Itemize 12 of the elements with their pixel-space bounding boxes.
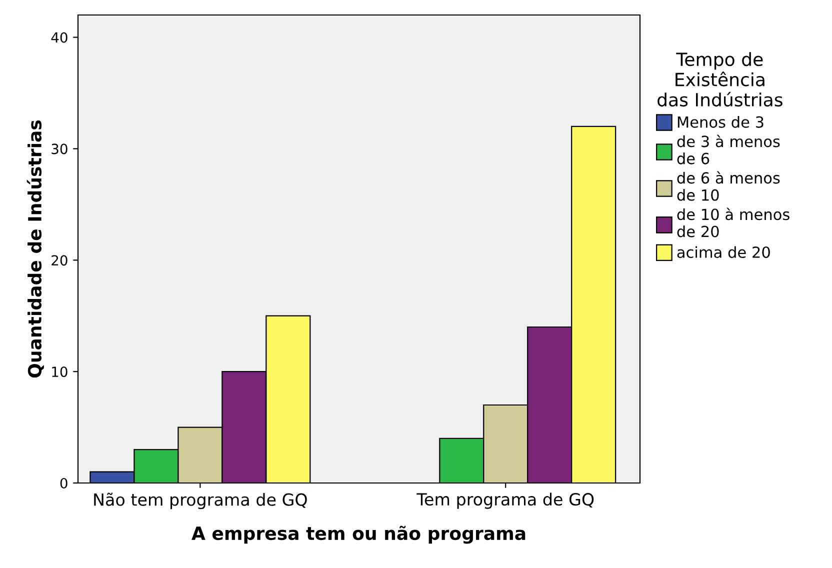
x-axis-title: A empresa tem ou não programa — [192, 526, 526, 544]
y-tick-label: 40 — [51, 32, 68, 43]
y-axis-title: Quantidade de Indústrias — [26, 120, 44, 378]
y-tick-label: 30 — [52, 144, 68, 154]
legend-label: Menos de 3 — [678, 116, 764, 128]
y-tick-label: 20 — [52, 255, 68, 266]
y-tick-label: 0 — [60, 478, 68, 488]
legend-label: acima de 20 — [677, 246, 770, 258]
legend-title: Tempo de Existência das Indústrias — [658, 52, 782, 107]
y-tick-label: 10 — [52, 366, 68, 378]
x-tick-label: Tem programa de GQ — [416, 492, 594, 509]
x-tick-label: Não tem programa de GQ — [94, 492, 307, 510]
